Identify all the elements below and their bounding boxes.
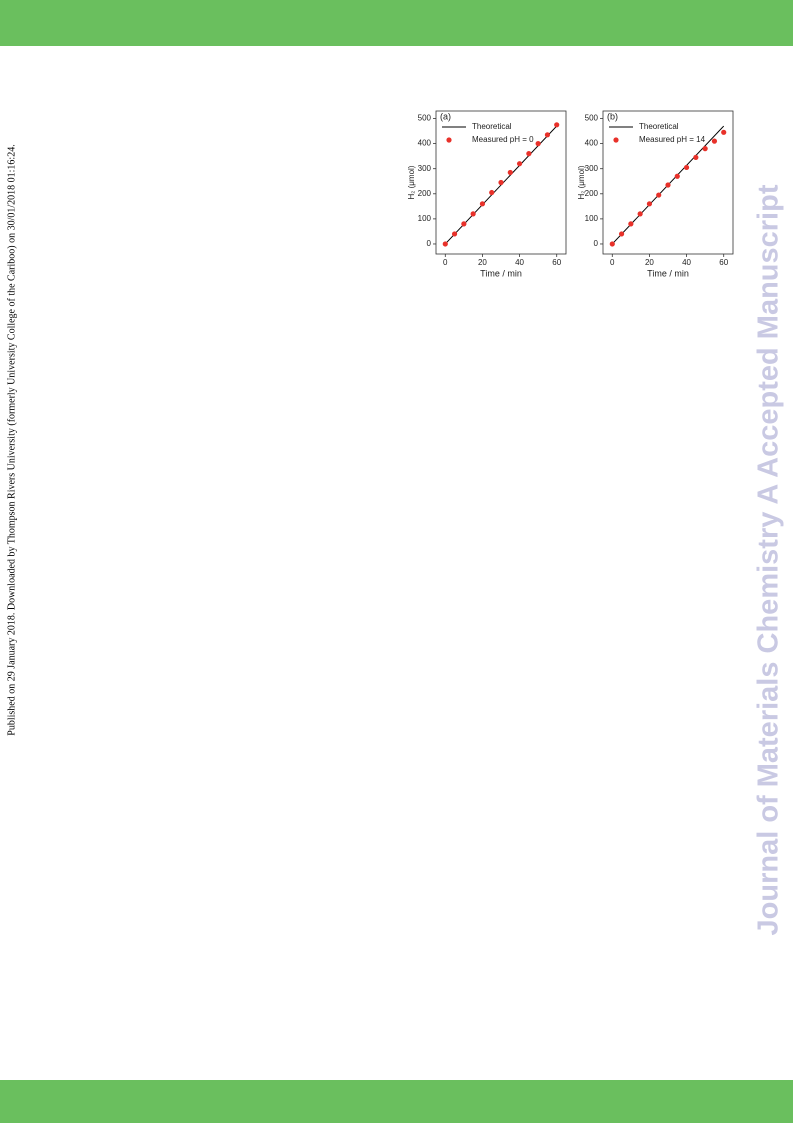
- data-point: [674, 173, 680, 179]
- y-tick-label: 0: [427, 239, 432, 248]
- y-tick-label: 500: [418, 114, 432, 123]
- y-tick-label: 300: [585, 164, 599, 173]
- data-point: [461, 221, 467, 227]
- legend-label: Theoretical: [639, 122, 679, 131]
- data-point: [646, 201, 653, 207]
- x-tick-label: 0: [610, 258, 615, 267]
- y-tick-label: 0: [594, 239, 599, 248]
- chart: 0 20 40 60 0 100 200 300 400 500 Time / min H₂ (μmo…: [575, 104, 740, 278]
- y-tick-label: 100: [418, 214, 432, 223]
- data-point: [479, 201, 486, 207]
- y-tick-label: 500: [585, 114, 599, 123]
- data-point: [721, 129, 727, 135]
- x-tick-label: 60: [719, 258, 728, 267]
- data-point: [442, 241, 448, 247]
- data-point: [507, 169, 513, 176]
- data-point: [470, 211, 476, 217]
- x-axis-label: Time / min: [647, 268, 689, 278]
- chart-bg: [575, 104, 740, 276]
- data-point: [656, 192, 662, 198]
- data-point: [637, 211, 643, 217]
- y-tick-label: 200: [418, 189, 432, 198]
- y-tick-label: 100: [585, 214, 599, 223]
- data-point: [451, 231, 458, 237]
- x-axis-label: Time / min: [480, 268, 522, 278]
- data-point: [516, 161, 523, 167]
- data-point: [711, 138, 718, 144]
- panel-label: (a): [440, 111, 451, 121]
- data-point: [628, 221, 634, 227]
- bottom-band: [0, 1080, 793, 1123]
- legend-label: Measured pH = 14: [639, 135, 706, 144]
- y-tick-label: 400: [418, 139, 432, 148]
- data-point: [702, 146, 708, 152]
- watermark: Journal of Materials Chemistry A Accepte…: [753, 184, 785, 935]
- data-point: [489, 189, 495, 196]
- y-axis-label: H₂ (μmol): [577, 165, 586, 199]
- y-tick-label: 300: [418, 164, 432, 173]
- legend-label: Measured pH = 0: [472, 135, 534, 144]
- data-point: [665, 182, 671, 188]
- data-point: [498, 179, 504, 186]
- data-point: [544, 132, 551, 138]
- legend-swatch: [446, 137, 452, 143]
- data-point: [693, 154, 699, 161]
- data-point: [609, 241, 615, 247]
- chart-bg: [405, 104, 570, 276]
- x-tick-label: 20: [645, 258, 654, 267]
- x-tick-label: 0: [443, 258, 448, 267]
- plot-frame: [602, 110, 734, 255]
- legend-label: Theoretical: [472, 122, 512, 131]
- data-point: [618, 231, 625, 237]
- x-tick-label: 20: [478, 258, 487, 267]
- plot-frame: [435, 110, 567, 255]
- x-tick-label: 40: [682, 258, 691, 267]
- panel-label: (b): [607, 111, 618, 121]
- data-point: [535, 141, 541, 147]
- legend-swatch: [613, 137, 619, 143]
- top-band: [0, 0, 793, 46]
- y-tick-label: 400: [585, 139, 599, 148]
- y-axis-label: H₂ (μmol): [407, 165, 416, 199]
- data-point: [554, 122, 560, 128]
- sidebar: Published on 29 January 2018. Downloaded…: [6, 144, 17, 735]
- x-tick-label: 40: [515, 258, 524, 267]
- chart: 0 20 40 60 0 100 200 300 400 500 Time / min H₂ (μmo…: [405, 104, 570, 278]
- data-point: [683, 164, 690, 171]
- data-point: [526, 151, 532, 157]
- x-tick-label: 60: [552, 258, 561, 267]
- y-tick-label: 200: [585, 189, 599, 198]
